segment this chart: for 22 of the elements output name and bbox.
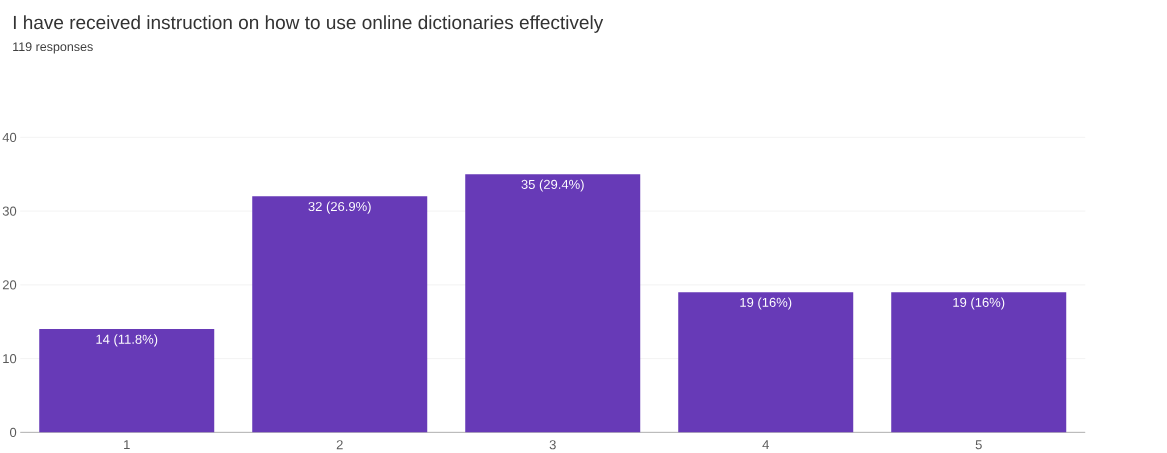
y-tick-label: 10 [3, 353, 17, 364]
data-label: 35 (29.4%) [521, 179, 584, 192]
bar [39, 329, 215, 433]
data-label: 14 (11.8%) [96, 334, 158, 347]
bar [891, 292, 1067, 433]
data-label: 19 (16%) [953, 297, 1005, 310]
y-tick-label: 40 [2, 132, 17, 142]
chart-title: I have received instruction on how to use online dictionaries effectively [13, 15, 604, 33]
y-tick-label: 20 [2, 280, 17, 290]
x-tick-label: 5 [975, 440, 982, 450]
data-label: 19 (16%) [740, 297, 792, 310]
y-tick-label: 0 [9, 427, 17, 437]
x-tick-label: 3 [549, 440, 556, 450]
x-tick-label: 2 [336, 440, 343, 450]
x-tick-label: 4 [762, 440, 769, 450]
bar [252, 196, 428, 433]
chart-subtitle: 119 responses [13, 42, 93, 54]
bar [465, 174, 641, 433]
y-tick-label: 30 [2, 206, 17, 216]
x-tick-label: 1 [124, 440, 130, 450]
data-label: 32 (26.9%) [308, 201, 371, 214]
bar [678, 292, 854, 433]
